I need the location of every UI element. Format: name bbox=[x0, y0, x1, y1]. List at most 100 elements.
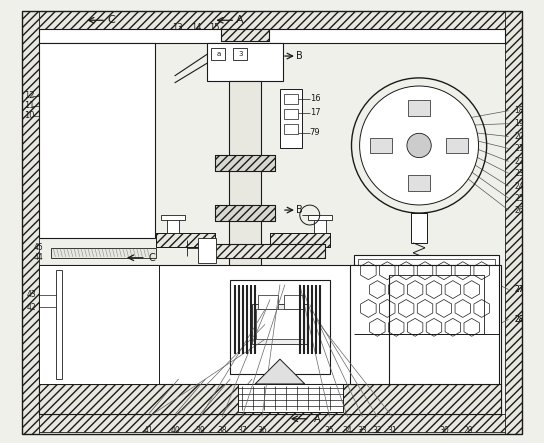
Bar bbox=[314, 218, 326, 233]
Text: 29: 29 bbox=[464, 426, 474, 435]
Bar bbox=[252, 304, 308, 344]
Bar bbox=[408, 175, 430, 191]
Text: 42: 42 bbox=[27, 303, 36, 312]
Text: 35: 35 bbox=[325, 426, 335, 435]
Text: 15: 15 bbox=[209, 23, 220, 32]
Text: 13: 13 bbox=[172, 23, 183, 32]
Bar bbox=[215, 244, 325, 258]
Bar bbox=[215, 244, 325, 258]
Circle shape bbox=[407, 133, 431, 158]
Bar bbox=[199, 238, 217, 263]
Text: 30: 30 bbox=[439, 426, 449, 435]
Bar bbox=[40, 384, 500, 414]
Bar bbox=[40, 265, 159, 384]
Text: 38: 38 bbox=[218, 426, 227, 435]
Bar bbox=[221, 29, 269, 41]
Bar bbox=[284, 94, 298, 104]
Bar bbox=[280, 89, 302, 148]
Text: 25: 25 bbox=[515, 194, 524, 202]
Bar bbox=[270, 233, 330, 247]
Bar bbox=[504, 12, 522, 434]
Text: a: a bbox=[216, 51, 220, 57]
Text: 39: 39 bbox=[196, 426, 205, 435]
Text: 37: 37 bbox=[237, 426, 247, 435]
Bar bbox=[411, 213, 427, 243]
Bar bbox=[258, 295, 278, 310]
Text: 31: 31 bbox=[387, 426, 397, 435]
Bar bbox=[215, 155, 275, 171]
Text: 44: 44 bbox=[34, 253, 44, 262]
Text: 18: 18 bbox=[515, 106, 524, 115]
Text: A: A bbox=[314, 414, 320, 424]
Text: 36: 36 bbox=[257, 426, 267, 435]
Text: 12: 12 bbox=[24, 91, 35, 100]
Bar bbox=[215, 155, 275, 171]
Bar bbox=[40, 29, 504, 43]
Text: 17: 17 bbox=[310, 108, 320, 117]
Bar bbox=[284, 295, 304, 310]
Text: B: B bbox=[296, 205, 303, 215]
Text: 21: 21 bbox=[515, 144, 524, 153]
Bar bbox=[446, 137, 468, 153]
Bar bbox=[22, 414, 522, 431]
Bar bbox=[160, 215, 184, 220]
Bar bbox=[166, 218, 178, 233]
Bar bbox=[284, 109, 298, 119]
Bar bbox=[215, 205, 275, 221]
Bar bbox=[212, 48, 225, 60]
Text: 27: 27 bbox=[515, 285, 524, 294]
Text: 40: 40 bbox=[171, 426, 181, 435]
Bar bbox=[229, 81, 261, 414]
Bar bbox=[390, 275, 484, 334]
Text: 22: 22 bbox=[515, 157, 524, 166]
Bar bbox=[349, 265, 498, 384]
Text: 24: 24 bbox=[515, 182, 524, 191]
Bar bbox=[308, 215, 332, 220]
Bar bbox=[57, 270, 63, 379]
Bar bbox=[284, 124, 298, 133]
Bar bbox=[256, 310, 304, 339]
Text: 43: 43 bbox=[27, 290, 36, 299]
Text: A: A bbox=[237, 15, 244, 25]
Text: 41: 41 bbox=[144, 426, 153, 435]
Text: 32: 32 bbox=[373, 426, 382, 435]
Text: C: C bbox=[107, 15, 115, 25]
Bar bbox=[156, 233, 215, 247]
Text: C: C bbox=[149, 253, 156, 263]
Bar bbox=[40, 384, 500, 414]
Bar bbox=[40, 265, 500, 414]
Text: 28: 28 bbox=[515, 315, 524, 324]
Text: 11: 11 bbox=[24, 101, 35, 110]
Text: 10: 10 bbox=[24, 111, 35, 120]
Text: 3: 3 bbox=[238, 51, 243, 57]
Bar bbox=[22, 12, 40, 434]
Text: 23: 23 bbox=[515, 169, 524, 178]
Text: 19: 19 bbox=[515, 119, 524, 128]
Bar bbox=[408, 100, 430, 116]
Text: 26: 26 bbox=[515, 206, 524, 214]
Text: 33: 33 bbox=[357, 426, 367, 435]
Bar bbox=[370, 137, 392, 153]
Text: 14: 14 bbox=[191, 23, 202, 32]
Bar bbox=[233, 48, 247, 60]
Bar bbox=[40, 43, 154, 238]
Bar bbox=[238, 384, 343, 412]
Text: 27: 27 bbox=[515, 285, 524, 294]
Text: B: B bbox=[296, 51, 303, 61]
Bar bbox=[358, 259, 494, 330]
Polygon shape bbox=[255, 359, 305, 384]
Bar bbox=[270, 233, 330, 247]
Text: 16: 16 bbox=[310, 94, 320, 103]
Text: 45: 45 bbox=[34, 243, 44, 253]
Text: 34: 34 bbox=[343, 426, 353, 435]
Bar bbox=[221, 29, 269, 41]
Bar bbox=[207, 43, 283, 81]
Text: 20: 20 bbox=[515, 132, 524, 141]
Text: 79: 79 bbox=[310, 128, 320, 137]
Bar bbox=[22, 12, 522, 29]
Bar bbox=[51, 248, 156, 258]
Bar bbox=[230, 280, 330, 374]
Bar bbox=[355, 255, 498, 334]
Bar bbox=[156, 233, 215, 247]
Text: 28: 28 bbox=[515, 315, 524, 324]
